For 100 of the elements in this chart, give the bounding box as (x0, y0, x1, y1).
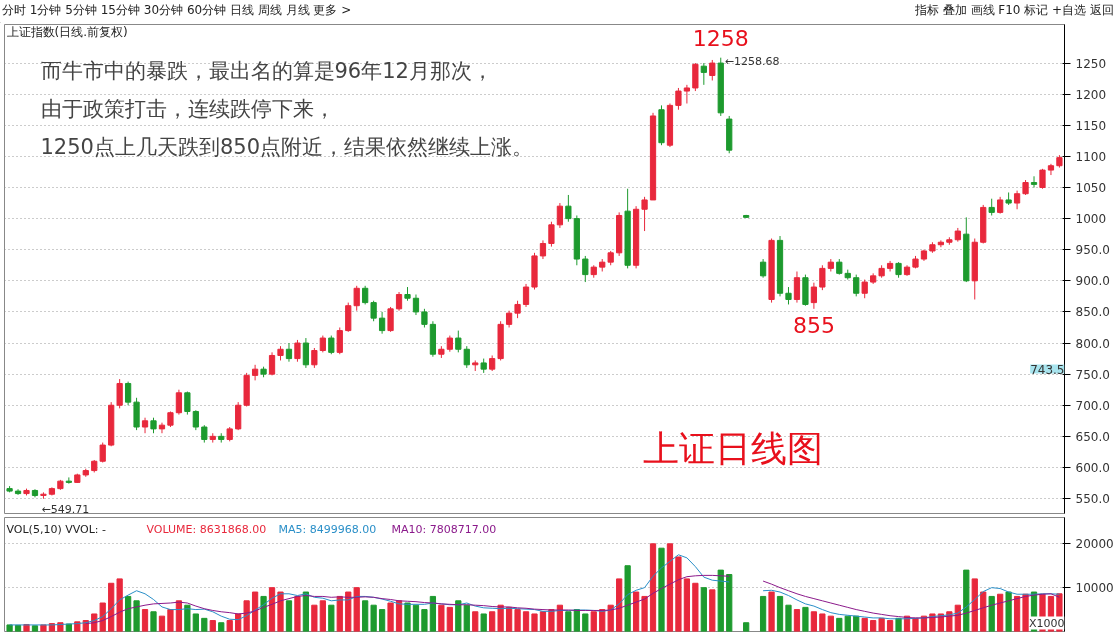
bar (582, 613, 589, 632)
bar (133, 600, 140, 632)
bar (666, 543, 674, 632)
bar (539, 611, 547, 632)
y-tick-label: 800.0 (1075, 336, 1110, 351)
bar (632, 591, 640, 632)
bar (726, 574, 733, 632)
y-tick-label: 700.0 (1075, 398, 1110, 413)
candlestick (709, 59, 716, 81)
candlestick (421, 308, 428, 328)
bar (370, 604, 377, 632)
chart-title: 上证指数(日线.前复权) (6, 24, 128, 39)
bar (810, 611, 818, 632)
bar (319, 600, 326, 632)
bar (251, 591, 259, 632)
candlestick (819, 264, 826, 291)
y-tick-label: 750.0 (1075, 367, 1110, 382)
bar (658, 547, 665, 632)
bar (218, 622, 225, 632)
bar (328, 604, 335, 632)
candlestick (1047, 163, 1055, 176)
bar (700, 587, 707, 632)
bar (421, 609, 428, 632)
bar (6, 624, 13, 632)
candlestick (235, 401, 242, 431)
candlestick (175, 389, 183, 416)
bar (641, 595, 648, 632)
candlestick (362, 285, 369, 305)
y-tick-label: 600.0 (1075, 460, 1110, 475)
bar (980, 591, 987, 632)
bar (260, 595, 267, 632)
annotation: 而牛市中的暴跌，最出名的算是96年12月那次， (40, 58, 493, 83)
y-tick-label: 650.0 (1075, 429, 1110, 444)
candlestick (285, 342, 293, 363)
bar (590, 611, 597, 632)
bar (565, 611, 572, 632)
candlestick (793, 270, 801, 304)
candlestick (1013, 190, 1021, 210)
bar (74, 621, 81, 632)
annotation: 1258 (692, 26, 749, 52)
bar (124, 595, 132, 632)
bar (785, 604, 792, 632)
bar (472, 611, 479, 632)
candlestick (861, 279, 868, 299)
candlestick (251, 364, 259, 381)
candlestick (294, 339, 301, 363)
annotation: ←549.71 (41, 502, 90, 516)
candlestick (548, 221, 555, 248)
y-tick-label: 550.0 (1075, 492, 1110, 507)
bar (192, 613, 199, 632)
bar (404, 602, 411, 632)
bar (1005, 591, 1012, 632)
bar (514, 609, 521, 632)
candlestick (395, 291, 403, 312)
y-tick-label: 1000 (1075, 212, 1107, 227)
bar (683, 578, 691, 632)
candlestick (412, 294, 420, 316)
bar (819, 613, 826, 632)
candlestick (692, 62, 699, 92)
text: 分时 1分钟 5分钟 15分钟 30分钟 60分钟 日线 周线 月线 更多 > (2, 2, 352, 19)
y-tick-label: 900.0 (1075, 274, 1110, 289)
candlestick (328, 335, 335, 355)
bar (243, 600, 250, 632)
bar (759, 595, 767, 632)
y-tick-label: 950.0 (1075, 243, 1110, 258)
bar (480, 613, 487, 632)
bar (649, 543, 657, 632)
bar (387, 602, 394, 632)
bar (302, 591, 310, 632)
bar (1013, 595, 1021, 632)
candlestick (336, 326, 343, 355)
bar (438, 604, 445, 632)
bar (675, 556, 682, 632)
candlestick (302, 337, 310, 369)
bar (531, 613, 538, 632)
bar (963, 569, 970, 632)
bar (1022, 593, 1029, 632)
text: VOLUME: 8631868.00 (146, 522, 267, 536)
bar (548, 609, 555, 632)
bar (522, 611, 530, 632)
text: MA10: 7808717.00 (391, 522, 497, 536)
bar (489, 611, 496, 632)
bar (988, 595, 995, 632)
bar (285, 600, 293, 632)
bar (743, 622, 750, 632)
candlestick (810, 282, 818, 310)
y-tick-label: 1200 (1075, 87, 1107, 102)
candlestick (124, 381, 132, 406)
candlestick (556, 202, 564, 229)
y-tick-label: 1050 (1075, 181, 1107, 195)
bar (827, 615, 834, 632)
bar (116, 578, 123, 632)
y-tick-label: 20000 (1075, 537, 1114, 552)
annotation: 上证日线图 (642, 427, 823, 469)
bar (167, 609, 174, 632)
candlestick (759, 258, 767, 279)
annotation: X1000 (1028, 616, 1065, 630)
bar (793, 609, 801, 632)
candlestick (353, 285, 360, 312)
bar (616, 578, 623, 632)
